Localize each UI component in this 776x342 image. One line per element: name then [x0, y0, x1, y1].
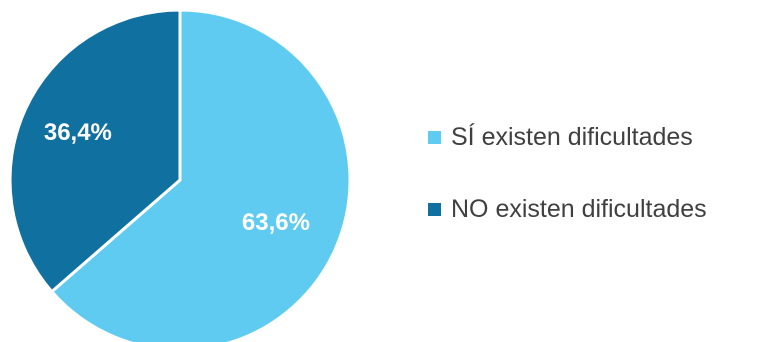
legend-swatch-si [428, 130, 441, 144]
legend-swatch-no [428, 202, 441, 216]
pie-label-si: 63,6% [242, 209, 310, 236]
legend-item-si: SÍ existen dificultades [428, 115, 773, 159]
legend-item-no: NO existen dificultades [428, 187, 773, 231]
chart-legend: SÍ existen dificultades NO existen dific… [428, 115, 773, 259]
pie-label-no: 36,4% [44, 119, 112, 146]
legend-label-no: NO existen dificultades [451, 194, 707, 223]
legend-label-si: SÍ existen dificultades [451, 122, 693, 151]
pie-slice-no [8, 8, 182, 294]
pie-slice-si [50, 8, 352, 342]
